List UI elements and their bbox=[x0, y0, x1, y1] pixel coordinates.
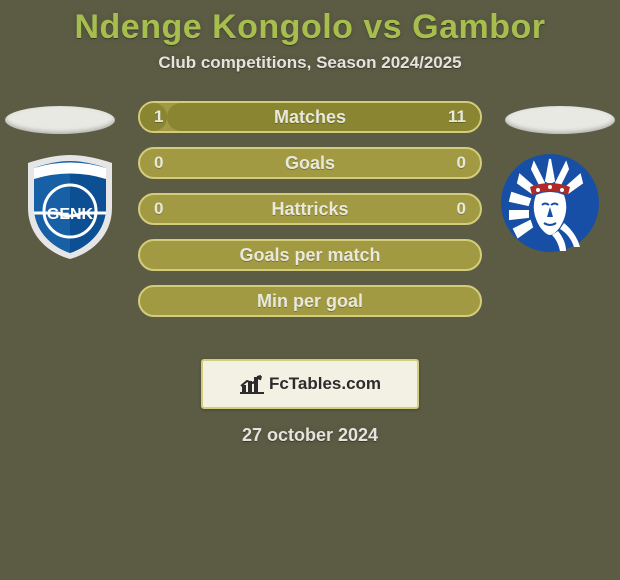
club-logo-left: GENK bbox=[20, 153, 120, 261]
stat-value-left: 1 bbox=[154, 107, 163, 127]
stat-value-right: 0 bbox=[457, 199, 466, 219]
date-label: 27 october 2024 bbox=[0, 425, 620, 446]
stat-label: Hattricks bbox=[271, 199, 348, 220]
club-logo-right bbox=[500, 153, 600, 261]
comparison-area: GENK bbox=[0, 101, 620, 341]
stat-bar: Min per goal bbox=[138, 285, 482, 317]
stat-value-right: 0 bbox=[457, 153, 466, 173]
stat-bar: Goals per match bbox=[138, 239, 482, 271]
club-left-label: GENK bbox=[47, 206, 94, 223]
stat-value-left: 0 bbox=[154, 199, 163, 219]
card: Ndenge Kongolo vs Gambor Club competitio… bbox=[0, 0, 620, 580]
brand-label: FcTables.com bbox=[269, 374, 381, 394]
stat-value-right: 11 bbox=[448, 107, 466, 127]
country-badge-left bbox=[5, 106, 115, 134]
brand-card: FcTables.com bbox=[201, 359, 419, 409]
stat-value-left: 0 bbox=[154, 153, 163, 173]
subtitle: Club competitions, Season 2024/2025 bbox=[0, 53, 620, 73]
headdress-icon bbox=[500, 153, 600, 253]
stat-bars: 111Matches00Goals00HattricksGoals per ma… bbox=[138, 101, 482, 317]
stat-bar: 111Matches bbox=[138, 101, 482, 133]
chart-icon bbox=[239, 374, 265, 394]
stat-label: Matches bbox=[274, 107, 346, 128]
country-badge-right bbox=[505, 106, 615, 134]
stat-label: Min per goal bbox=[257, 291, 363, 312]
shield-icon: GENK bbox=[20, 153, 120, 261]
stat-bar: 0 0 Goals bbox=[138, 147, 482, 179]
stat-label: Goals bbox=[285, 153, 335, 174]
stat-label: Goals per match bbox=[239, 245, 380, 266]
stat-bar: 0 0 Hattricks bbox=[138, 193, 482, 225]
page-title: Ndenge Kongolo vs Gambor bbox=[0, 0, 620, 47]
